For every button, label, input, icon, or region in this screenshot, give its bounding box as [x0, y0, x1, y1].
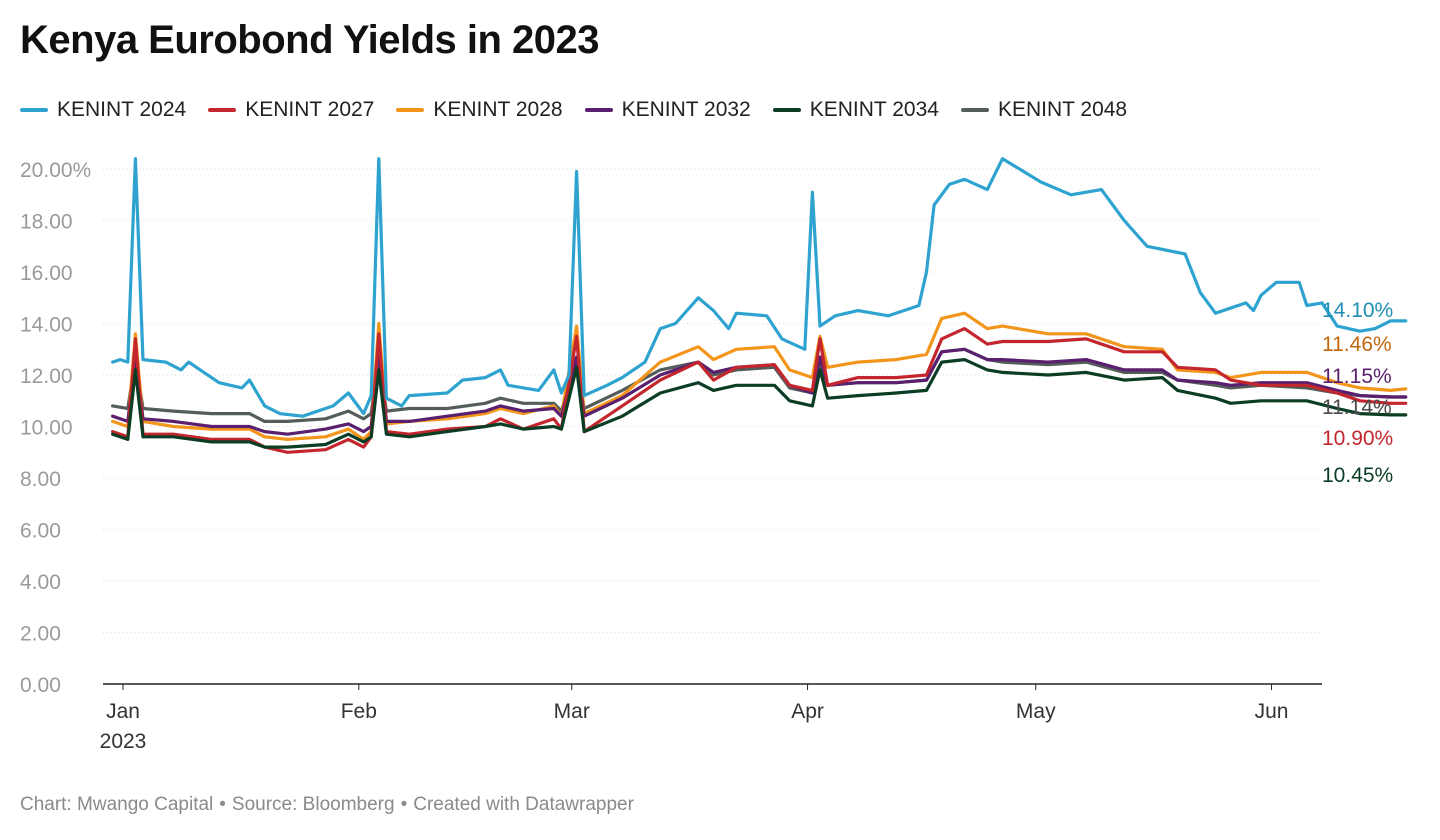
- legend-label: KENINT 2032: [621, 98, 751, 121]
- legend-swatch: [20, 108, 48, 112]
- legend-label: KENINT 2048: [997, 98, 1128, 121]
- x-tick-label: May: [1016, 700, 1056, 723]
- y-tick-label: 12.00: [20, 365, 73, 388]
- legend-swatch: [396, 108, 425, 112]
- end-value-label: 11.15%: [1322, 365, 1392, 388]
- x-tick-sublabel: 2023: [100, 730, 147, 753]
- footer-separator: •: [219, 794, 226, 815]
- legend-item: KENINT 2032: [584, 98, 751, 122]
- y-tick-label: 16.00: [20, 262, 73, 285]
- legend-item: KENINT 2027: [208, 98, 374, 122]
- x-tick-label: Jan: [106, 700, 140, 723]
- source-text: Source: Bloomberg: [231, 794, 395, 815]
- y-tick-label: 14.00: [20, 314, 73, 337]
- legend-label: KENINT 2024: [57, 98, 187, 121]
- x-tick-label: Feb: [341, 700, 377, 723]
- chart-footer: Chart: Mwango Capital • Source: Bloomberg •…: [20, 794, 634, 816]
- legend-label: KENINT 2034: [809, 98, 939, 121]
- legend-swatch: [960, 108, 989, 112]
- legend-item: KENINT 2028: [396, 98, 563, 122]
- y-tick-label: 18.00: [20, 211, 73, 234]
- end-value-label: 10.45%: [1322, 464, 1393, 487]
- end-value-label: 14.10%: [1322, 299, 1393, 322]
- end-value-label: 11.14%: [1322, 396, 1392, 419]
- y-tick-label: 4.00: [20, 571, 61, 594]
- chart-legend: KENINT 2024 KENINT 2027 KENINT 2028 KENINT …: [20, 98, 1127, 122]
- series-line: [111, 358, 1408, 449]
- y-tick-label: 20.00%: [20, 159, 91, 182]
- legend-label: KENINT 2028: [433, 98, 563, 121]
- y-tick-label: 0.00: [20, 674, 61, 697]
- footer-separator: •: [400, 794, 408, 815]
- legend-item: KENINT 2048: [960, 98, 1128, 122]
- x-tick-label: Apr: [791, 700, 824, 723]
- legend-swatch: [772, 108, 801, 112]
- legend-item: KENINT 2024: [20, 98, 186, 122]
- chart-title: Kenya Eurobond Yields in 2023: [20, 18, 600, 62]
- chart-credit: Chart: Mwango Capital: [20, 794, 214, 815]
- y-tick-label: 8.00: [20, 468, 61, 491]
- y-tick-label: 6.00: [20, 520, 61, 543]
- end-value-label: 11.46%: [1322, 333, 1392, 356]
- legend-swatch: [208, 108, 237, 112]
- x-tick-label: Mar: [554, 700, 590, 723]
- legend-label: KENINT 2027: [245, 98, 375, 121]
- y-tick-label: 10.00: [20, 417, 73, 440]
- legend-item: KENINT 2034: [772, 98, 939, 122]
- created-with-text: Created with Datawrapper: [413, 794, 634, 815]
- series-line: [111, 347, 1408, 436]
- series-line: [111, 327, 1408, 454]
- series-line: [111, 157, 1408, 418]
- y-tick-label: 2.00: [20, 623, 61, 646]
- legend-swatch: [584, 108, 613, 112]
- x-tick-label: Jun: [1255, 700, 1289, 723]
- end-value-label: 10.90%: [1322, 427, 1393, 450]
